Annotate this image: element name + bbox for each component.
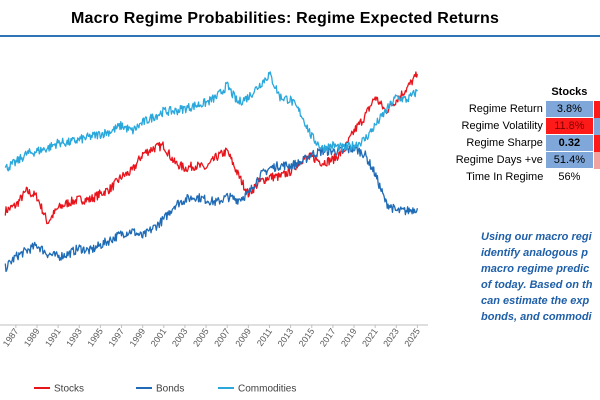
x-tick-label: 1991 <box>43 326 63 348</box>
series-layer <box>4 71 419 273</box>
stats-label: Regime Volatility <box>461 120 543 132</box>
stats-row-volatility: Regime Volatility 11.8% <box>446 117 600 135</box>
regime-note: Using our macro regi identify analogous … <box>481 229 600 325</box>
legend: Stocks Bonds Commodities <box>34 384 296 395</box>
regime-stats-table: Stocks Regime Return 3.8% Regime Volatil… <box>446 84 600 185</box>
legend-label-stocks: Stocks <box>54 384 84 395</box>
series-line-stocks <box>4 71 419 225</box>
stats-value: 56% <box>558 171 581 183</box>
chart-title: Macro Regime Probabilities: Regime Expec… <box>70 10 500 27</box>
note-line: Using our macro regi <box>481 231 592 243</box>
stats-label: Regime Return <box>468 103 543 115</box>
note-line: bonds, and commodi <box>481 311 592 323</box>
x-tick-label: 2021 <box>360 326 380 348</box>
x-tick-label: 2003 <box>170 326 190 348</box>
x-tick-label: 2009 <box>233 326 253 348</box>
note-line: can estimate the exp <box>481 295 590 307</box>
x-tick-label: 2023 <box>381 326 401 348</box>
series-line-commodities <box>4 71 418 172</box>
x-tick-label: 2011 <box>255 326 274 348</box>
x-tick-label: 2017 <box>318 326 338 348</box>
stats-label: Regime Days +ve <box>455 154 543 166</box>
x-tick-label: 1995 <box>85 326 105 348</box>
x-tick-label: 1987 <box>1 326 21 348</box>
stats-value: 11.8% <box>544 117 594 135</box>
note-line: macro regime predic <box>481 263 590 275</box>
x-tick-label: 1993 <box>64 326 84 348</box>
legend-label-commodities: Commodities <box>238 384 296 395</box>
x-tick-label: 2013 <box>276 326 296 348</box>
note-line: identify analogous p <box>481 247 588 259</box>
stats-row-return: Regime Return 3.8% <box>446 100 600 118</box>
stats-value: 51.4% <box>544 151 594 169</box>
stats-row-sharpe: Regime Sharpe 0.32 <box>446 134 600 152</box>
x-tick-label: 1989 <box>22 326 42 348</box>
stats-value: 3.8% <box>544 100 594 118</box>
stats-value: 0.32 <box>544 134 594 152</box>
stats-row-days-positive: Regime Days +ve 51.4% <box>446 151 600 169</box>
stats-label: Time In Regime <box>466 170 544 183</box>
legend-label-bonds: Bonds <box>156 384 184 395</box>
stats-row-time-in-regime: Time In Regime 56% <box>446 169 600 186</box>
note-line: of today. Based on th <box>481 279 593 291</box>
x-tick-label: 1997 <box>106 326 126 348</box>
x-tick-label: 2019 <box>339 326 359 348</box>
x-tick-label: 2001 <box>149 326 169 348</box>
stats-label: Regime Sharpe <box>466 137 543 149</box>
x-tick-label: 1999 <box>128 326 148 348</box>
stats-header-stocks: Stocks <box>551 86 588 98</box>
title-underline <box>0 35 600 37</box>
series-line-bonds <box>4 144 419 273</box>
x-tick-label: 2025 <box>402 326 422 348</box>
x-ticks: 1987 1989 1991 1993 1995 1997 1999 2001 2003 2005… <box>1 325 422 349</box>
x-tick-label: 2007 <box>212 326 232 348</box>
x-tick-label: 2015 <box>297 326 317 348</box>
x-tick-label: 2005 <box>191 326 211 348</box>
